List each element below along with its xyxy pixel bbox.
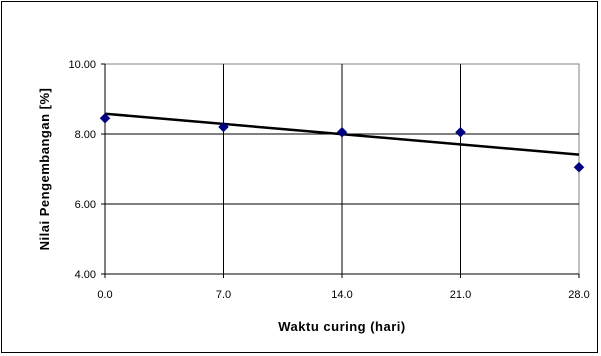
x-tick-label: 28.0 xyxy=(568,289,589,301)
data-point xyxy=(573,161,585,173)
x-tick-label: 14.0 xyxy=(331,289,352,301)
x-axis-title: Waktu curing (hari) xyxy=(278,319,405,334)
data-points xyxy=(99,112,585,173)
y-tick-label: 6.00 xyxy=(75,199,96,211)
x-tick-label: 21.0 xyxy=(450,289,471,301)
y-axis-title: Nilai Pengembangan [%] xyxy=(37,88,52,251)
y-tick-label: 8.00 xyxy=(75,129,96,141)
x-tick-label: 0.0 xyxy=(97,289,112,301)
data-point xyxy=(336,126,348,138)
x-tick-label: 7.0 xyxy=(216,289,231,301)
data-point xyxy=(455,126,466,138)
y-tick-label: 10.00 xyxy=(68,59,96,71)
data-point xyxy=(218,121,229,133)
y-tick-label: 4.00 xyxy=(75,269,96,281)
axes xyxy=(101,63,580,278)
data-point xyxy=(99,112,111,124)
